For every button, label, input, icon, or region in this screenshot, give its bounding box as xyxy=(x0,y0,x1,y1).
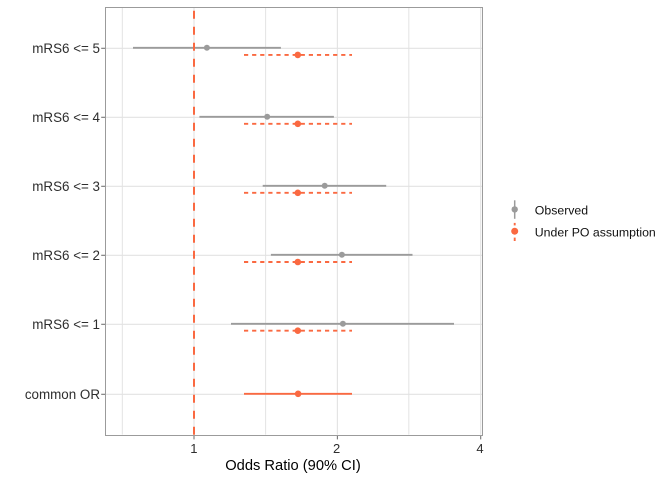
svg-text:Observed: Observed xyxy=(535,204,588,218)
svg-text:common OR: common OR xyxy=(25,387,100,402)
svg-text:mRS6 <= 3: mRS6 <= 3 xyxy=(32,179,100,194)
svg-text:2: 2 xyxy=(333,441,340,456)
svg-text:4: 4 xyxy=(476,441,483,456)
svg-text:mRS6 <= 1: mRS6 <= 1 xyxy=(32,317,100,332)
svg-text:Under PO assumption: Under PO assumption xyxy=(535,225,656,239)
svg-text:mRS6 <= 5: mRS6 <= 5 xyxy=(32,41,100,56)
svg-text:mRS6 <= 4: mRS6 <= 4 xyxy=(32,110,100,125)
svg-text:1: 1 xyxy=(190,441,197,456)
svg-text:mRS6 <= 2: mRS6 <= 2 xyxy=(32,248,100,263)
svg-text:Odds Ratio (90% CI): Odds Ratio (90% CI) xyxy=(225,458,361,474)
